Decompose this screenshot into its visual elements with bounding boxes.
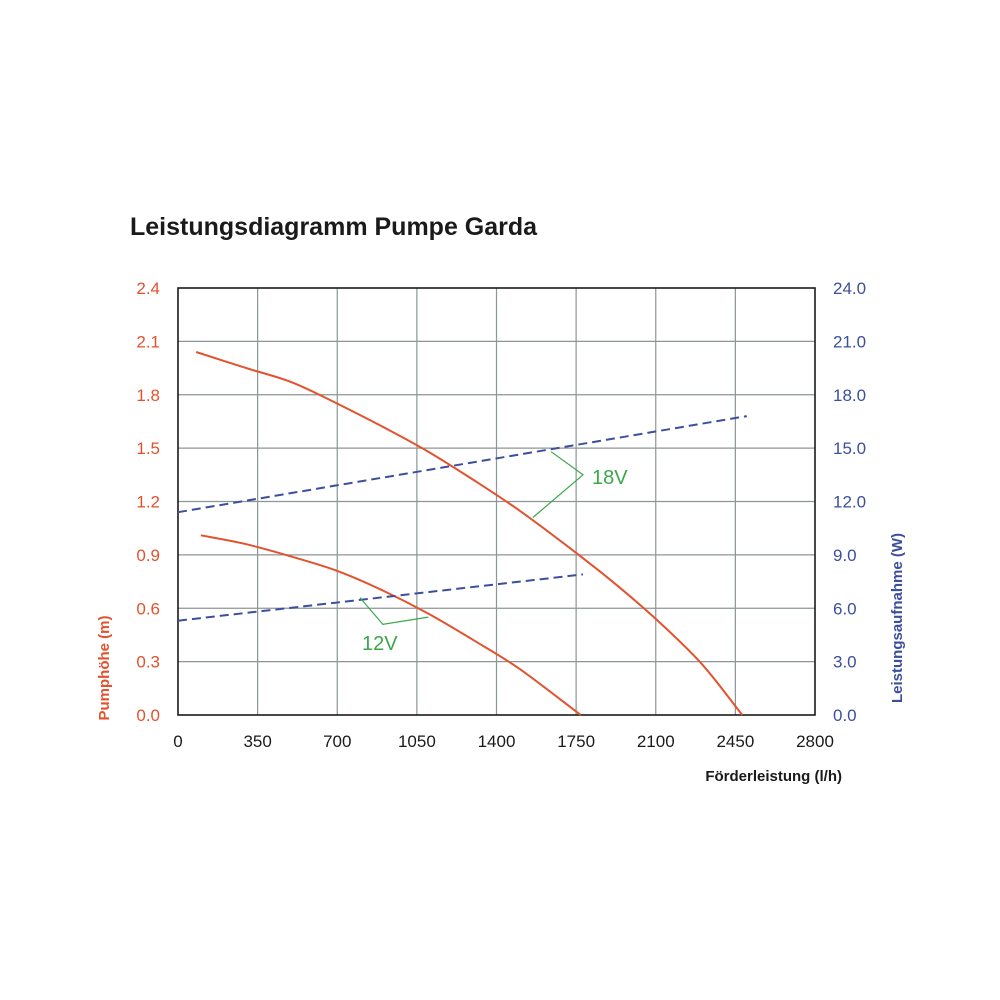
x-axis-label: Förderleistung (l/h) [705, 768, 842, 785]
y-right-axis-label: Leistungsaufnahme (W) [889, 533, 906, 703]
y-left-tick-label: 0.3 [136, 653, 160, 672]
x-tick-label: 2100 [637, 732, 675, 751]
y-right-tick-label: 9.0 [833, 546, 857, 565]
y-left-tick-label: 2.1 [136, 332, 160, 351]
x-tick-label: 1400 [478, 732, 516, 751]
tick-labels: 0.0 0.3 0.6 0.9 1.2 1.5 1.8 2.1 2.4 0.0 3.0 6.0 9.0 1… [136, 279, 866, 751]
x-tick-label: 0 [173, 732, 182, 751]
x-tick-label: 1750 [557, 732, 595, 751]
x-tick-label: 1050 [398, 732, 436, 751]
y-right-tick-label: 21.0 [833, 332, 866, 351]
y-right-tick-label: 24.0 [833, 279, 866, 298]
grid [177, 287, 816, 716]
series-18v-power-line [177, 415, 747, 514]
x-tick-label: 2800 [796, 732, 834, 751]
y-right-tick-label: 12.0 [833, 493, 866, 512]
leader-18v [532, 451, 584, 518]
series-layer [177, 351, 747, 716]
y-right-tick-label: 6.0 [833, 599, 857, 618]
x-tick-label: 2450 [716, 732, 754, 751]
x-tick-label: 700 [323, 732, 351, 751]
y-left-tick-label: 0.6 [136, 599, 160, 618]
plot-frame [177, 287, 816, 716]
series-18v-head-line [195, 351, 743, 716]
series-12v-head-line [200, 534, 582, 716]
y-left-tick-label: 2.4 [136, 279, 160, 298]
y-right-tick-label: 3.0 [833, 653, 857, 672]
series-12v-power-line [177, 573, 584, 622]
y-right-tick-label: 15.0 [833, 439, 866, 458]
x-tick-label: 350 [243, 732, 271, 751]
leader-12v [359, 597, 429, 625]
chart-title: Leistungsdiagramm Pumpe Garda [130, 213, 538, 241]
y-right-tick-label: 18.0 [833, 386, 866, 405]
y-right-tick-label: 0.0 [833, 706, 857, 725]
annotation-18v: 18V [592, 467, 628, 489]
y-left-axis-label: Pumphöhe (m) [96, 616, 113, 721]
annotation-12v: 12V [362, 633, 398, 655]
y-left-tick-label: 0.9 [136, 546, 160, 565]
y-left-tick-label: 1.2 [136, 493, 160, 512]
y-left-tick-label: 1.5 [136, 439, 160, 458]
y-left-tick-label: 0.0 [136, 706, 160, 725]
annotation-leaders [359, 451, 584, 625]
y-left-tick-label: 1.8 [136, 386, 160, 405]
